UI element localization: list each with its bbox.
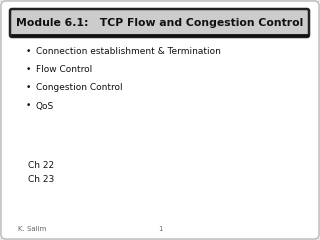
Text: •: • [25,48,31,56]
Text: •: • [25,102,31,110]
FancyBboxPatch shape [10,9,309,37]
Text: Congestion Control: Congestion Control [36,84,123,92]
Text: Ch 23: Ch 23 [28,174,54,184]
Text: QoS: QoS [36,102,54,110]
Text: Module 6.1:   TCP Flow and Congestion Control: Module 6.1: TCP Flow and Congestion Cont… [16,18,304,28]
Text: •: • [25,84,31,92]
Text: •: • [25,66,31,74]
Text: Ch 22: Ch 22 [28,161,54,169]
Text: Flow Control: Flow Control [36,66,92,74]
Text: 1: 1 [158,226,162,232]
Text: K. Salim: K. Salim [18,226,46,232]
Text: Connection establishment & Termination: Connection establishment & Termination [36,48,221,56]
